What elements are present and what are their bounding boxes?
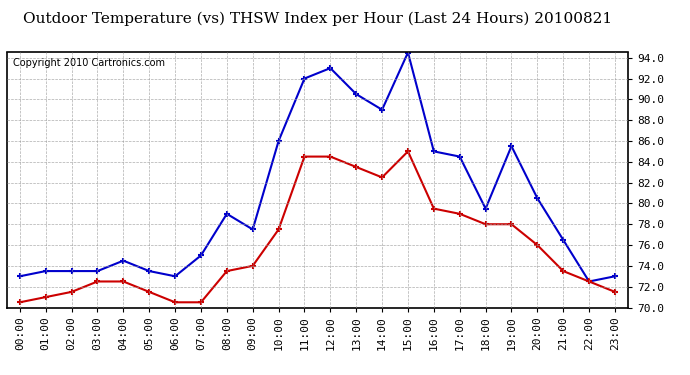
Text: Outdoor Temperature (vs) THSW Index per Hour (Last 24 Hours) 20100821: Outdoor Temperature (vs) THSW Index per …: [23, 11, 612, 26]
Text: Copyright 2010 Cartronics.com: Copyright 2010 Cartronics.com: [13, 58, 165, 68]
